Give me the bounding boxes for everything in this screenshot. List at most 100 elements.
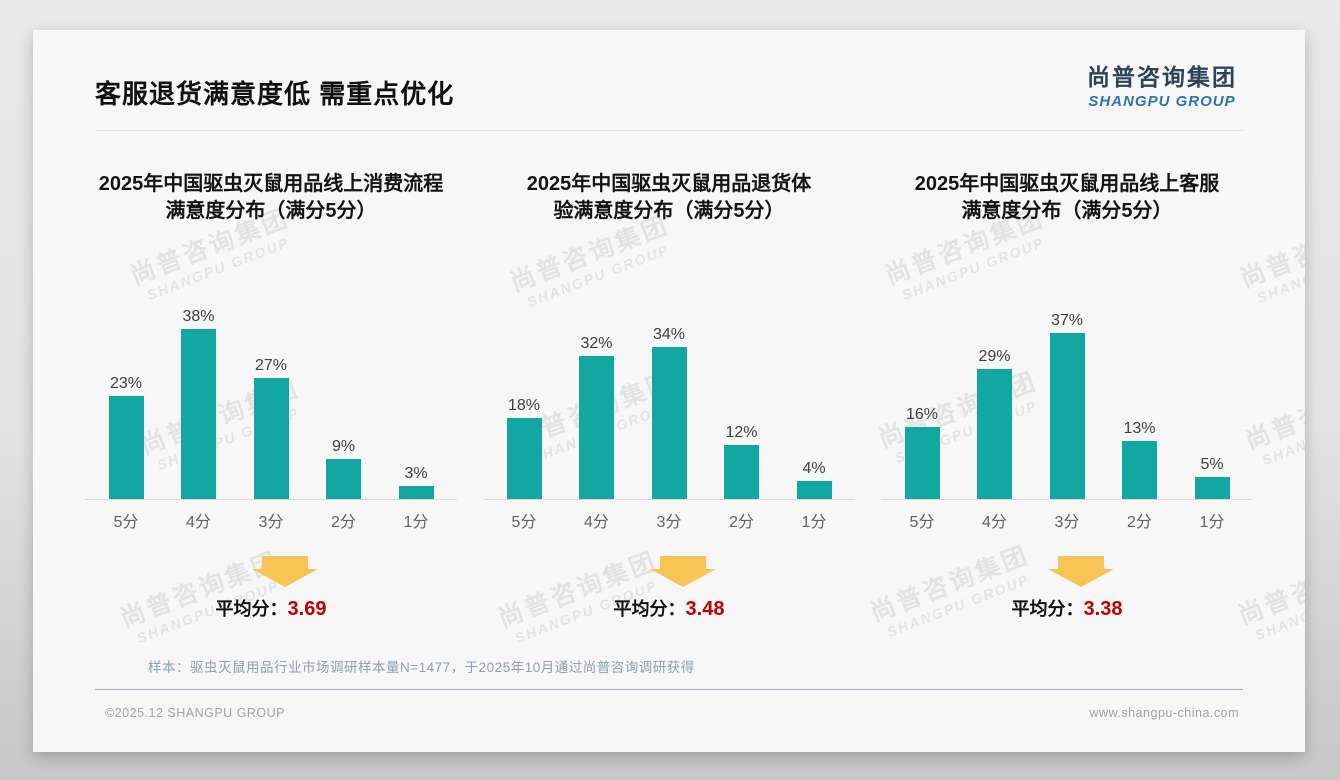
chart-title-line1: 2025年中国驱虫灭鼠用品线上客服 [914, 173, 1220, 195]
bar [651, 346, 687, 499]
bar-value-label: 27% [254, 357, 288, 375]
bar-column: 4% [785, 275, 843, 499]
logo-chinese-name: 尚普咨询集团 [1087, 64, 1237, 90]
average-label: 平均分： [215, 599, 288, 619]
x-axis-labels: 5分 4分 3分 2分 1分 [881, 500, 1253, 532]
bar [108, 395, 144, 499]
bar [724, 445, 759, 499]
x-axis-label: 1分 [1199, 514, 1225, 531]
average-value: 3.69 [287, 598, 327, 620]
company-logo: 尚普咨询集团 SHANGPU GROUP [1087, 58, 1237, 110]
x-axis-label: 4分 [982, 514, 1007, 531]
slide-header: 客服退货满意度低 需重点优化 尚普咨询集团 SHANGPU GROUP [33, 30, 1305, 130]
bar-value-label: 16% [905, 406, 939, 424]
x-axis-label: 4分 [584, 514, 609, 531]
bar-value-label: 9% [331, 437, 356, 455]
bar-column: 12% [713, 275, 771, 499]
x-axis-label: 5分 [909, 514, 935, 531]
chart-title-line1: 2025年中国驱虫灭鼠用品线上消费流程 [98, 173, 444, 195]
bar-column: 23% [97, 275, 155, 499]
bar [1122, 440, 1157, 499]
average-score-row: 平均分：3.48 [614, 595, 725, 621]
x-axis-label: 5分 [113, 514, 139, 531]
bar-value-label: 18% [507, 397, 541, 415]
average-label: 平均分： [1011, 599, 1084, 619]
bar-value-label: 38% [182, 307, 215, 325]
x-axis-label: 2分 [331, 514, 356, 531]
average-score-row: 平均分：3.38 [1012, 595, 1123, 621]
bar-column: 9% [315, 275, 373, 499]
average-score-row: 平均分：3.69 [216, 595, 327, 621]
x-axis-label: 2分 [729, 514, 754, 531]
bar-value-label: 3% [404, 464, 428, 482]
sample-note: 样本：驱虫灭鼠用品行业市场调研样本量N=1477，于2025年10月通过尚普咨询… [148, 660, 695, 675]
bar-value-label: 34% [652, 325, 686, 343]
chart-panel-consume-flow: 2025年中国驱虫灭鼠用品线上消费流程 满意度分布（满分5分） 23% 38% 27… [85, 171, 457, 621]
bar-column: 13% [1111, 275, 1169, 499]
bar [181, 328, 216, 499]
page-title: 客服退货满意度低 需重点优化 [95, 79, 455, 109]
bar-column: 18% [495, 275, 553, 499]
x-axis-label: 1分 [801, 514, 827, 531]
chart-title: 2025年中国驱虫灭鼠用品退货体 验满意度分布（满分5分） [527, 171, 812, 225]
slide-card: 尚普咨询集团 SHANGPU GROUP 尚普咨询集团 SHANGPU GROUP … [33, 30, 1305, 752]
chart-panel-customer-service: 2025年中国驱虫灭鼠用品线上客服 满意度分布（满分5分） 16% 29% 37% 1… [881, 171, 1253, 621]
website-text: www.shangpu-china.com [1089, 706, 1239, 720]
bar-chart: 16% 29% 37% 13% 5% [881, 275, 1253, 500]
bar [579, 355, 614, 499]
chart-title: 2025年中国驱虫灭鼠用品线上消费流程 满意度分布（满分5分） [99, 171, 444, 225]
bar-chart: 18% 32% 34% 12% 4% [483, 275, 855, 500]
bar-column: 27% [242, 275, 300, 499]
bar [796, 481, 832, 499]
chart-panel-return-experience: 2025年中国驱虫灭鼠用品退货体 验满意度分布（满分5分） 18% 32% 34% 1… [483, 171, 855, 621]
bar-column: 37% [1038, 275, 1096, 499]
bar [398, 485, 434, 499]
chart-title-line2: 验满意度分布（满分5分） [553, 200, 785, 222]
bar-value-label: 37% [1050, 312, 1084, 330]
bar [1049, 333, 1085, 499]
x-axis-label: 4分 [186, 514, 211, 531]
x-axis-label: 2分 [1127, 514, 1152, 531]
bar-value-label: 12% [725, 424, 758, 442]
average-value: 3.38 [1083, 598, 1123, 620]
x-axis-label: 3分 [656, 514, 682, 531]
bar-value-label: 23% [109, 374, 143, 392]
copyright-text: ©2025.12 SHANGPU GROUP [105, 706, 285, 720]
bar-column: 29% [966, 275, 1024, 499]
header-divider [95, 130, 1243, 131]
charts-row: 2025年中国驱虫灭鼠用品线上消费流程 满意度分布（满分5分） 23% 38% 27… [33, 131, 1305, 621]
bar [253, 378, 289, 499]
bar [326, 458, 361, 499]
x-axis-label: 3分 [258, 514, 284, 531]
down-arrow-icon [252, 556, 318, 587]
chart-title-line1: 2025年中国驱虫灭鼠用品退货体 [526, 173, 812, 195]
down-arrow-icon [1048, 556, 1114, 587]
bar-column: 34% [640, 275, 698, 499]
chart-title-line2: 满意度分布（满分5分） [165, 200, 377, 222]
footer-divider [95, 689, 1243, 690]
bar-value-label: 5% [1200, 455, 1224, 473]
bar-value-label: 4% [802, 460, 826, 478]
x-axis-label: 1分 [403, 514, 429, 531]
footer-row: ©2025.12 SHANGPU GROUP www.shangpu-china… [105, 706, 1239, 720]
x-axis-labels: 5分 4分 3分 2分 1分 [483, 500, 855, 532]
bar-value-label: 13% [1123, 419, 1156, 437]
chart-title-line2: 满意度分布（满分5分） [961, 200, 1173, 222]
bar [506, 418, 542, 499]
bar [904, 427, 940, 499]
x-axis-labels: 5分 4分 3分 2分 1分 [85, 500, 457, 532]
bar-column: 3% [387, 275, 445, 499]
bar-column: 32% [568, 275, 626, 499]
bar-value-label: 32% [580, 334, 613, 352]
bar-chart: 23% 38% 27% 9% 3% [85, 275, 457, 500]
bar-column: 5% [1183, 275, 1241, 499]
down-arrow-icon [650, 556, 716, 587]
average-label: 平均分： [613, 599, 686, 619]
x-axis-label: 3分 [1054, 514, 1080, 531]
bar [977, 369, 1012, 499]
chart-title: 2025年中国驱虫灭鼠用品线上客服 满意度分布（满分5分） [915, 171, 1220, 225]
logo-english-name: SHANGPU GROUP [1088, 93, 1236, 110]
bar-column: 16% [893, 275, 951, 499]
x-axis-label: 5分 [511, 514, 537, 531]
bar-column: 38% [170, 275, 228, 499]
